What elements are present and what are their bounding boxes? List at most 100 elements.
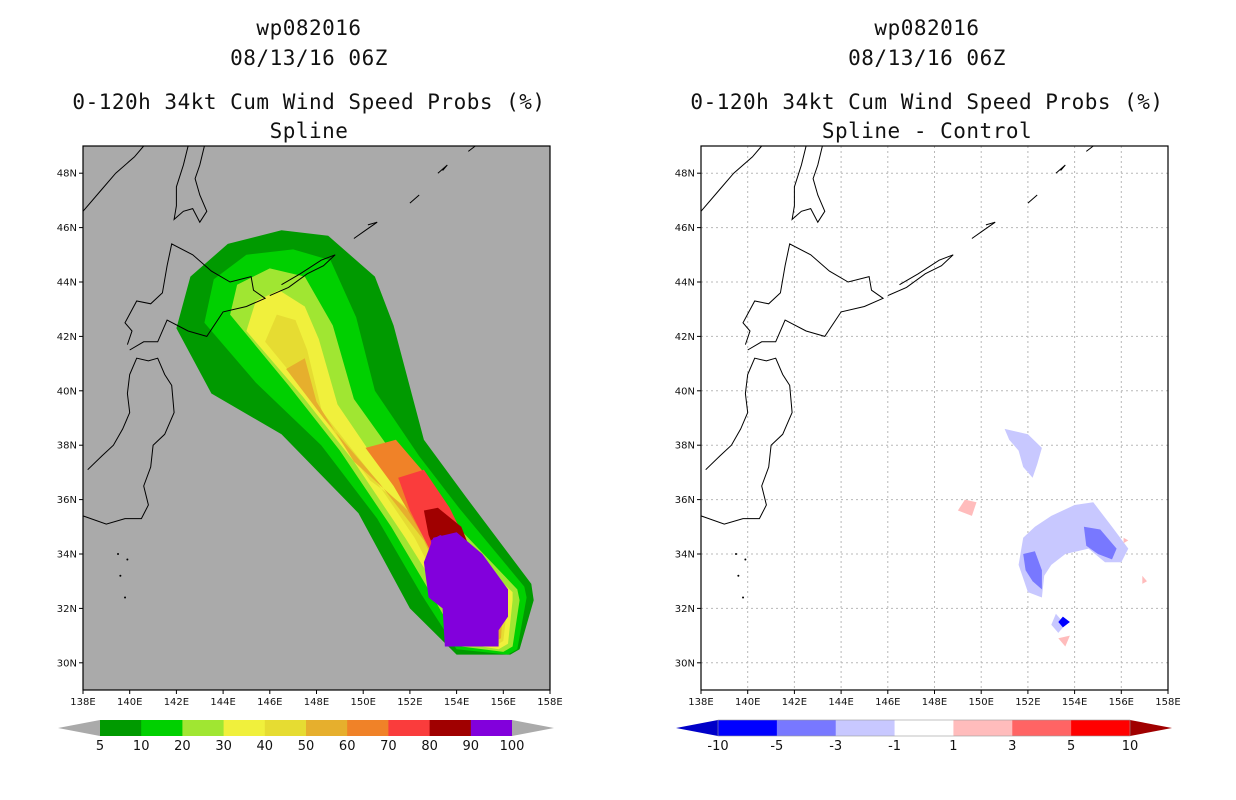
- x-tick-label: 152E: [1015, 697, 1040, 708]
- y-tick-label: 36N: [675, 495, 695, 506]
- x-tick-label: 158E: [1155, 697, 1180, 708]
- coastline-kuril3: [1027, 194, 1038, 204]
- y-tick-label: 32N: [675, 604, 695, 615]
- datetime: 08/13/16 06Z: [230, 46, 388, 70]
- colorbar-label: 80: [421, 739, 438, 754]
- difference-region-n1-4: [1051, 613, 1066, 633]
- colorbar-label: 40: [257, 739, 274, 754]
- colorbar-swatch-p3: [1012, 720, 1072, 736]
- coastline-kuril1: [887, 254, 954, 297]
- y-tick-label: 46N: [57, 223, 77, 234]
- coastline-mainland: [700, 145, 763, 212]
- colorbar-swatch-n1: [835, 720, 896, 736]
- colorbar-swatch-p5: [1071, 720, 1131, 736]
- colorbar-label: 1: [949, 739, 957, 754]
- difference-region-n3-3: [1023, 551, 1042, 590]
- coastline-kuril2: [971, 221, 996, 239]
- x-tick-label: 144E: [210, 697, 235, 708]
- difference-region-p1-6: [957, 499, 977, 516]
- coastline-kuril2: [353, 221, 378, 239]
- x-tick-label: 154E: [1062, 697, 1087, 708]
- colorbar-swatch-n5: [718, 720, 778, 736]
- difference-region-p1-7: [1058, 635, 1070, 647]
- colorbar: -10 -5 -3 -1 1 3 5 10: [676, 719, 1172, 754]
- difference-contours: [957, 428, 1147, 647]
- coastline-honshu: [700, 357, 793, 525]
- x-tick-label: 144E: [828, 697, 853, 708]
- y-tick-label: 30N: [57, 658, 77, 669]
- colorbar-tip-left: [58, 720, 100, 736]
- x-tick-label: 152E: [397, 697, 422, 708]
- colorbar-swatch-c80: [429, 720, 472, 736]
- coastline-hokkaido: [124, 243, 267, 351]
- colorbar-label: 5: [1067, 739, 1075, 754]
- storm-id: wp082016: [874, 16, 980, 40]
- difference-region-n3-2: [1083, 526, 1117, 560]
- x-tick-label: 156E: [1109, 697, 1134, 708]
- colorbar-swatch-c40: [264, 720, 307, 736]
- colorbar-tip-right: [1130, 720, 1172, 736]
- probability-contours: [176, 230, 534, 655]
- colorbar-swatch-p1: [953, 720, 1013, 736]
- colorbar-label: -3: [829, 739, 842, 754]
- x-tick-label: 148E: [304, 697, 329, 708]
- y-tick-label: 48N: [675, 169, 695, 180]
- map-chart-difference: 138E 140E 142E 144E 146E 148E 150E 152E 154E 156E…: [675, 145, 1181, 754]
- colorbar-label: 100: [500, 739, 525, 754]
- colorbar-swatch-c5: [100, 720, 142, 736]
- x-tick-label: 146E: [257, 697, 282, 708]
- colorbar-swatch-c50: [306, 720, 348, 736]
- colorbar-swatch-c30: [223, 720, 266, 736]
- colorbar-tip-left: [676, 720, 718, 736]
- coastline-kuril5: [467, 145, 476, 152]
- coastline-kuril3: [409, 194, 420, 204]
- chart-title: 0-120h 34kt Cum Wind Speed Probs (%): [72, 90, 546, 114]
- x-tick-label: 142E: [782, 697, 807, 708]
- colorbar-swatch-c20: [182, 720, 225, 736]
- y-tick-label: 30N: [675, 658, 695, 669]
- y-tick-label: 42N: [675, 332, 695, 343]
- difference-region-p1-9: [1123, 537, 1129, 544]
- x-tick-label: 140E: [117, 697, 142, 708]
- colorbar-label: 20: [174, 739, 191, 754]
- colorbar-label: -5: [770, 739, 783, 754]
- colorbar-label: 60: [339, 739, 356, 754]
- y-tick-label: 32N: [57, 604, 77, 615]
- contour-band-core: [423, 532, 508, 647]
- x-tick-label: 154E: [444, 697, 469, 708]
- y-tick-label: 42N: [57, 332, 77, 343]
- colorbar: 5 10 20 30 40 50 60 70 80 90 100: [58, 720, 554, 754]
- colorbar-outline: [717, 719, 1131, 737]
- x-tick-label: 150E: [968, 697, 993, 708]
- x-tick-label: 138E: [70, 697, 95, 708]
- y-tick-label: 38N: [57, 441, 77, 452]
- x-tick-label: 140E: [735, 697, 760, 708]
- x-tick-label: 142E: [164, 697, 189, 708]
- chart-subtitle: Spline: [269, 119, 349, 143]
- difference-region-p1-8: [1142, 575, 1147, 584]
- colorbar-label: 70: [380, 739, 397, 754]
- coastline-kuril4: [437, 164, 448, 174]
- island-0: [117, 553, 120, 555]
- map-chart-spline: 138E 140E 142E 144E 146E 148E 150E 152E 154E 156E…: [57, 145, 563, 754]
- coastline-kuril4: [1055, 164, 1066, 174]
- y-tick-label: 34N: [57, 550, 77, 561]
- y-tick-label: 38N: [675, 441, 695, 452]
- island-3: [744, 558, 747, 561]
- panel-spline: wp082016 08/13/16 06Z 0-120h 34kt Cum Wi…: [57, 16, 563, 754]
- colorbar-swatch-zero: [894, 720, 954, 736]
- island-1: [119, 574, 122, 577]
- coastline-hokkaido: [742, 243, 885, 351]
- coastline-sakhalin: [791, 145, 826, 224]
- colorbar-swatch-c10: [141, 720, 183, 736]
- coastlines: [700, 145, 1094, 599]
- colorbar-label: -1: [888, 739, 901, 754]
- x-tick-label: 148E: [922, 697, 947, 708]
- x-tick-label: 156E: [491, 697, 516, 708]
- island-3: [126, 558, 129, 561]
- island-0: [735, 553, 738, 555]
- coastline-kuril5: [1085, 145, 1094, 152]
- difference-region-n5-5: [1058, 616, 1070, 628]
- y-tick-label: 40N: [675, 386, 695, 397]
- colorbar-label: 30: [215, 739, 232, 754]
